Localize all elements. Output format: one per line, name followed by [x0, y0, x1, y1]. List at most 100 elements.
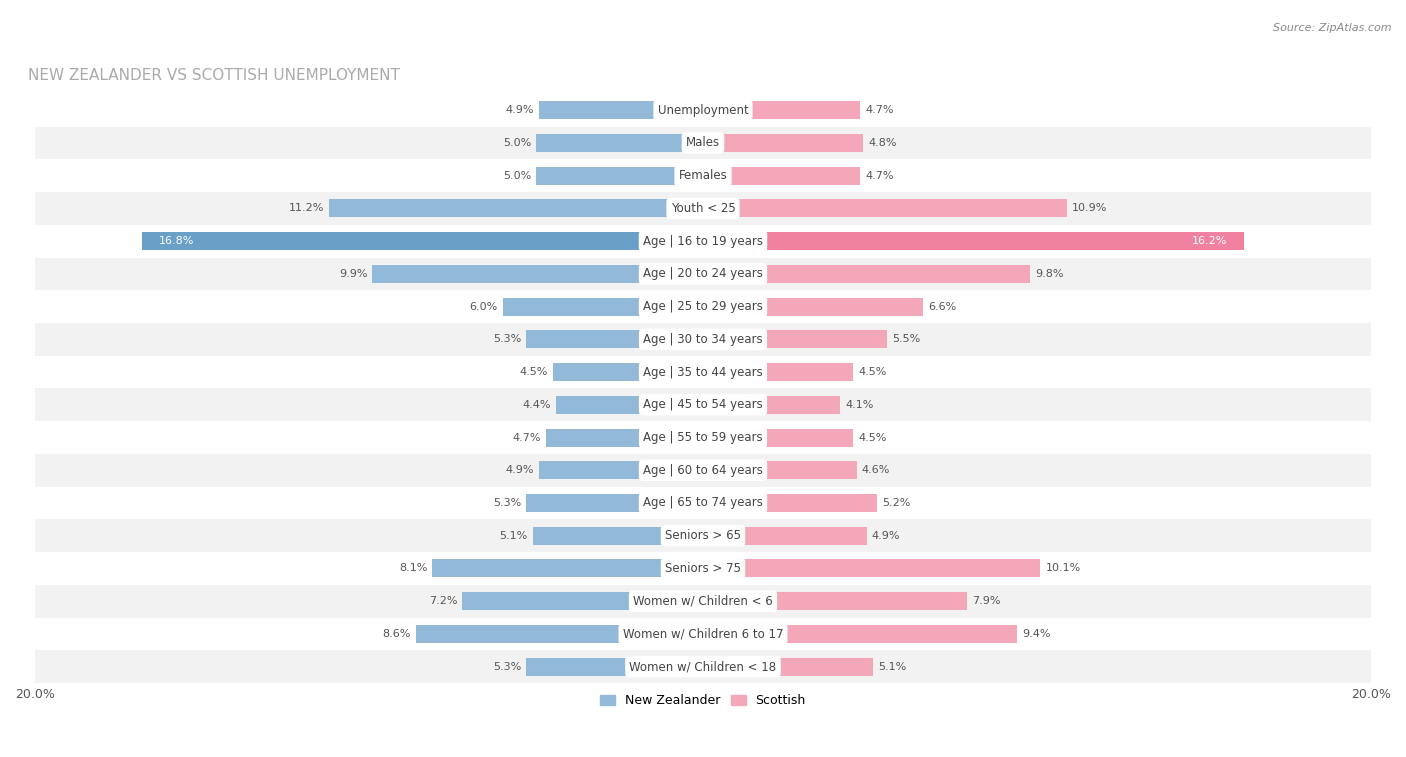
Text: Unemployment: Unemployment: [658, 104, 748, 117]
Bar: [526, 330, 703, 348]
Text: 4.9%: 4.9%: [506, 105, 534, 115]
Text: 5.1%: 5.1%: [879, 662, 907, 671]
Text: Age | 16 to 19 years: Age | 16 to 19 years: [643, 235, 763, 248]
Bar: [416, 625, 703, 643]
Text: Males: Males: [686, 136, 720, 149]
Bar: [703, 559, 1040, 578]
Bar: [433, 559, 703, 578]
Bar: [35, 618, 1371, 650]
Bar: [703, 592, 967, 610]
Text: 7.9%: 7.9%: [972, 597, 1001, 606]
Bar: [553, 363, 703, 381]
Bar: [703, 494, 877, 512]
Text: 4.5%: 4.5%: [858, 367, 887, 377]
Bar: [35, 323, 1371, 356]
Bar: [35, 126, 1371, 159]
Bar: [502, 298, 703, 316]
Text: 4.7%: 4.7%: [513, 432, 541, 443]
Bar: [35, 356, 1371, 388]
Bar: [703, 199, 1067, 217]
Text: Women w/ Children < 18: Women w/ Children < 18: [630, 660, 776, 673]
Bar: [35, 552, 1371, 585]
Text: 8.1%: 8.1%: [399, 563, 427, 574]
Bar: [463, 592, 703, 610]
Bar: [540, 461, 703, 479]
Bar: [536, 134, 703, 152]
Bar: [703, 428, 853, 447]
Text: Seniors > 75: Seniors > 75: [665, 562, 741, 575]
Text: 4.5%: 4.5%: [519, 367, 548, 377]
Bar: [526, 494, 703, 512]
Bar: [703, 134, 863, 152]
Bar: [35, 159, 1371, 192]
Text: 5.3%: 5.3%: [492, 498, 522, 508]
Text: Age | 25 to 29 years: Age | 25 to 29 years: [643, 300, 763, 313]
Text: 5.0%: 5.0%: [503, 138, 531, 148]
Text: 5.2%: 5.2%: [882, 498, 910, 508]
Text: 11.2%: 11.2%: [288, 204, 323, 213]
Text: Age | 45 to 54 years: Age | 45 to 54 years: [643, 398, 763, 411]
Text: 16.8%: 16.8%: [159, 236, 194, 246]
Bar: [703, 167, 860, 185]
Text: Females: Females: [679, 170, 727, 182]
Text: 5.1%: 5.1%: [499, 531, 527, 540]
Bar: [35, 454, 1371, 487]
Text: 4.1%: 4.1%: [845, 400, 873, 410]
Text: Seniors > 65: Seniors > 65: [665, 529, 741, 542]
Text: 4.7%: 4.7%: [865, 105, 893, 115]
Bar: [526, 658, 703, 676]
Text: 8.6%: 8.6%: [382, 629, 411, 639]
Bar: [703, 101, 860, 120]
Text: 16.2%: 16.2%: [1192, 236, 1227, 246]
Bar: [540, 101, 703, 120]
Text: Youth < 25: Youth < 25: [671, 202, 735, 215]
Text: 7.2%: 7.2%: [429, 597, 457, 606]
Text: Age | 65 to 74 years: Age | 65 to 74 years: [643, 497, 763, 509]
Text: 9.9%: 9.9%: [339, 269, 367, 279]
Text: 4.7%: 4.7%: [865, 170, 893, 181]
Text: Age | 35 to 44 years: Age | 35 to 44 years: [643, 366, 763, 378]
Bar: [35, 421, 1371, 454]
Text: Source: ZipAtlas.com: Source: ZipAtlas.com: [1274, 23, 1392, 33]
Bar: [35, 519, 1371, 552]
Bar: [703, 658, 873, 676]
Bar: [555, 396, 703, 414]
Text: 5.3%: 5.3%: [492, 662, 522, 671]
Bar: [703, 298, 924, 316]
Text: 5.5%: 5.5%: [891, 335, 920, 344]
Bar: [35, 290, 1371, 323]
Text: Age | 60 to 64 years: Age | 60 to 64 years: [643, 464, 763, 477]
Bar: [35, 388, 1371, 421]
Text: 6.0%: 6.0%: [470, 301, 498, 312]
Text: 4.9%: 4.9%: [872, 531, 900, 540]
Text: 4.5%: 4.5%: [858, 432, 887, 443]
Text: 5.0%: 5.0%: [503, 170, 531, 181]
Text: 9.4%: 9.4%: [1022, 629, 1050, 639]
Bar: [703, 363, 853, 381]
Bar: [703, 265, 1031, 283]
Bar: [703, 396, 839, 414]
Bar: [703, 527, 866, 545]
Bar: [703, 330, 887, 348]
Bar: [35, 94, 1371, 126]
Text: 4.6%: 4.6%: [862, 466, 890, 475]
Bar: [533, 527, 703, 545]
Bar: [142, 232, 703, 250]
Text: 4.9%: 4.9%: [506, 466, 534, 475]
Bar: [703, 625, 1017, 643]
Bar: [35, 257, 1371, 290]
Bar: [703, 232, 1244, 250]
Bar: [373, 265, 703, 283]
Text: Age | 55 to 59 years: Age | 55 to 59 years: [643, 431, 763, 444]
Bar: [35, 487, 1371, 519]
Bar: [35, 650, 1371, 683]
Bar: [35, 225, 1371, 257]
Bar: [329, 199, 703, 217]
Text: 6.6%: 6.6%: [928, 301, 956, 312]
Bar: [35, 192, 1371, 225]
Bar: [703, 461, 856, 479]
Text: Age | 30 to 34 years: Age | 30 to 34 years: [643, 333, 763, 346]
Text: 4.8%: 4.8%: [869, 138, 897, 148]
Bar: [546, 428, 703, 447]
Text: Women w/ Children 6 to 17: Women w/ Children 6 to 17: [623, 628, 783, 640]
